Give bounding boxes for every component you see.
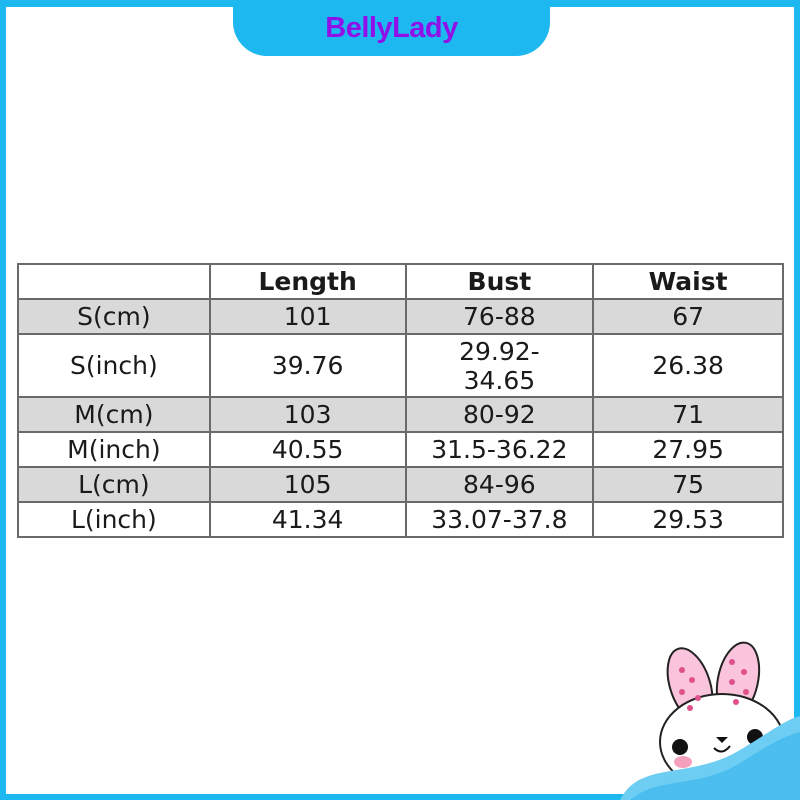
cell-length: 39.76 (208, 333, 407, 398)
cell-length: 41.34 (208, 501, 407, 538)
cell-bust: 80-92 (404, 396, 595, 433)
cell-waist: 67 (592, 298, 784, 335)
cell-bust: 84-96 (404, 466, 595, 503)
cell-bust: 76-88 (404, 298, 595, 335)
cell-size: S(inch) (17, 333, 211, 398)
cell-bust: 29.92- 34.65 (404, 333, 595, 398)
cell-size: L(inch) (17, 501, 211, 538)
cell-length: 101 (208, 298, 407, 335)
cell-size: M(inch) (17, 431, 211, 468)
cell-waist: 75 (592, 466, 784, 503)
size-chart-table: Length Bust Waist S(cm) 101 76-88 67 S(inch)… (17, 263, 784, 538)
table-row: M(inch) 40.55 31.5-36.22 27.95 (17, 431, 784, 468)
table-row: S(cm) 101 76-88 67 (17, 298, 784, 335)
cell-waist: 27.95 (592, 431, 784, 468)
header-size (17, 263, 211, 300)
table-row: L(inch) 41.34 33.07-37.8 29.53 (17, 501, 784, 538)
cell-length: 103 (208, 396, 407, 433)
cell-length: 105 (208, 466, 407, 503)
cell-size: M(cm) (17, 396, 211, 433)
table-row: L(cm) 105 84-96 75 (17, 466, 784, 503)
cell-size: L(cm) (17, 466, 211, 503)
bunny-icon (620, 641, 800, 800)
cell-bust: 31.5-36.22 (404, 431, 595, 468)
table-row: S(inch) 39.76 29.92- 34.65 26.38 (17, 333, 784, 398)
cell-length: 40.55 (208, 431, 407, 468)
cell-waist: 29.53 (592, 501, 784, 538)
header-waist: Waist (592, 263, 784, 300)
table-header-row: Length Bust Waist (17, 263, 784, 300)
cell-bust: 33.07-37.8 (404, 501, 595, 538)
cell-waist: 71 (592, 396, 784, 433)
brand-tab: BellyLady (233, 0, 550, 56)
header-bust: Bust (404, 263, 595, 300)
cell-size: S(cm) (17, 298, 211, 335)
header-length: Length (208, 263, 407, 300)
table-row: M(cm) 103 80-92 71 (17, 396, 784, 433)
brand-name: BellyLady (325, 12, 458, 44)
cell-waist: 26.38 (592, 333, 784, 398)
